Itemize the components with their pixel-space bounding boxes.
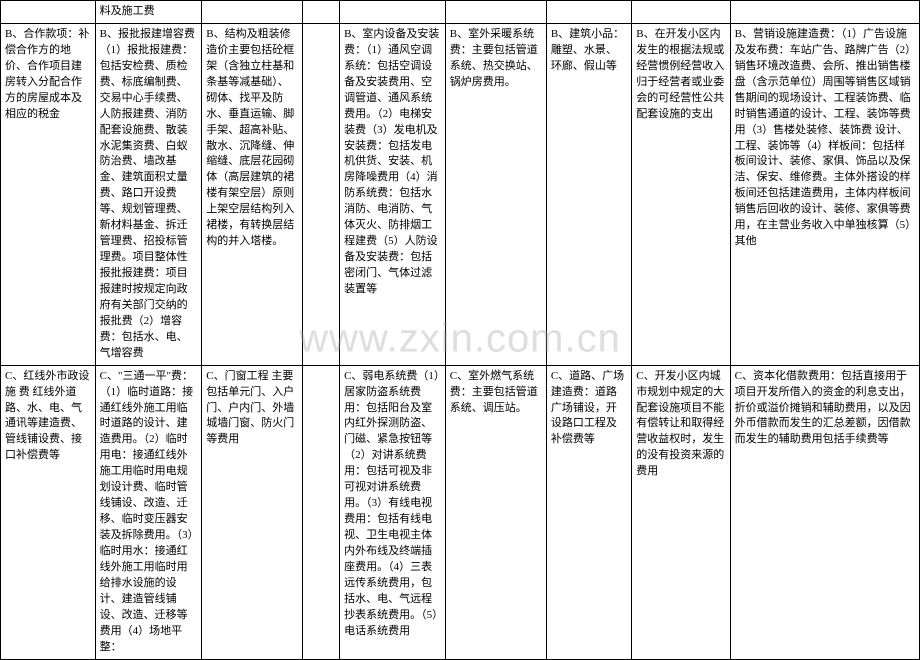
cell: B、建筑小品：雕塑、水景、环廊、假山等 — [546, 23, 631, 365]
cell: B、结构及粗装修造价主要包括砼框架（含独立柱基和条基等减基础）、砌体、找平及防水… — [202, 23, 303, 365]
table-row: C、红线外市政设施 费 红线外道路、水、电、气通讯等建造费、管线铺设费、接口补偿… — [1, 365, 920, 659]
cell: C、"三通一平"费：（1）临时道路：接通红线外施工用临时道路的设计、建造费用。（… — [95, 365, 202, 659]
cell: C、道路、广场建造费：道路广场铺设，开设路口工程及补偿费等 — [546, 365, 631, 659]
cell — [546, 1, 631, 24]
table-row: B、合作款项：补偿合作方的地价、合作项目建房转入分配合作方的房屋成本及相应的税金… — [1, 23, 920, 365]
cell: C、资本化借款费用：包括直接用于项目开发所借入的资金的利息支出，折价或溢价摊销和… — [730, 365, 919, 659]
cell — [1, 1, 96, 24]
cell — [303, 365, 340, 659]
cell: C、室外燃气系统费：主要包括管道系统、调压站。 — [445, 365, 546, 659]
cell — [202, 1, 303, 24]
cell: 料及施工费 — [95, 1, 202, 24]
cell: B、合作款项：补偿合作方的地价、合作项目建房转入分配合作方的房屋成本及相应的税金 — [1, 23, 96, 365]
cell — [632, 1, 730, 24]
table-row: 料及施工费 — [1, 1, 920, 24]
cell: B、室内设备及安装费：（1）通风空调系统：包括空调设备及安装费用、空调管道、通风… — [340, 23, 446, 365]
cell: C、开发小区内城市规划中规定的大配套设施项目不能有偿转让和取得经营收益权时，发生… — [632, 365, 730, 659]
cell — [303, 23, 340, 365]
cell — [730, 1, 919, 24]
cell: C、门窗工程 主要包括单元门、入户门、户内门、外墙城墙门窗、防火门等费用 — [202, 365, 303, 659]
cell: B、在开发小区内发生的根据法规或经营惯例经营收入归于经营者或业委会的可经营性公共… — [632, 23, 730, 365]
cell — [303, 1, 340, 24]
cell: B、室外采暖系统费：主要包括管道系统、热交换站、锅炉房费用。 — [445, 23, 546, 365]
document-table: 料及施工费 B、合作款项：补偿合作方的地价、合作项目建房转入分配合作方的房屋成本… — [0, 0, 920, 660]
cell: C、红线外市政设施 费 红线外道路、水、电、气通讯等建造费、管线铺设费、接口补偿… — [1, 365, 96, 659]
cell — [445, 1, 546, 24]
cell: B、营销设施建造费：（1）广告设施及发布费：车站广告、路牌广告（2）销售环境改造… — [730, 23, 919, 365]
cell: C、弱电系统费（1）居家防盗系统费用：包括阳台及室内红外探测防盗、门磁、紧急按钮… — [340, 365, 446, 659]
cell: B、报批报建增容费（1）报批报建费：包括安检费、质检费、标底编制费、交易中心手续… — [95, 23, 202, 365]
cell — [340, 1, 446, 24]
